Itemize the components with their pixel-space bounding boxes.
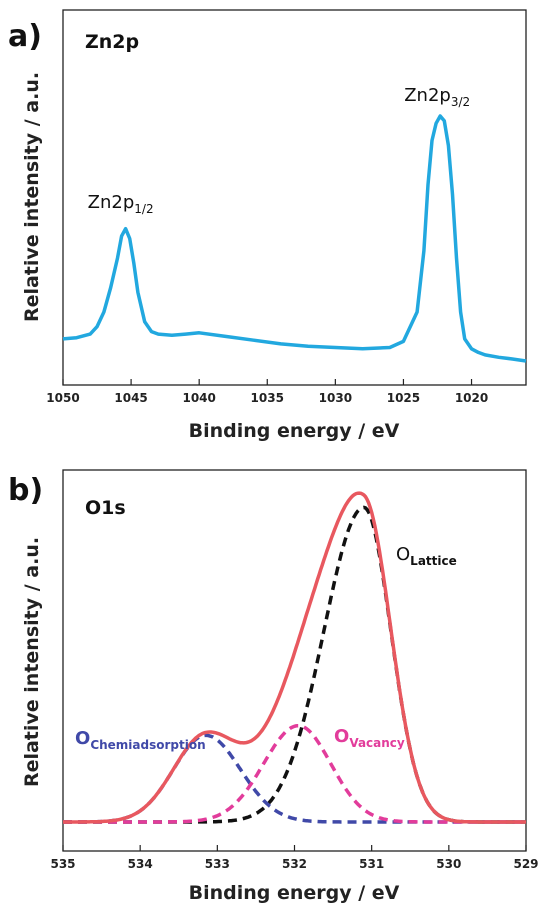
panel-b-x-tick-label: 534 [128, 857, 153, 871]
panel-b-frame [62, 469, 527, 852]
panel-b-x-tick-label: 533 [205, 857, 230, 871]
panel-a-title: Zn2p [85, 31, 139, 53]
label-o-chemiadsorption: OChemiadsorption [75, 728, 206, 752]
label-main: O [396, 544, 410, 565]
panel-a-x-tick-label: 1025 [387, 391, 420, 405]
peak-label-main: Zn2p [88, 192, 135, 213]
panel-a-letter: a) [8, 19, 42, 54]
panel-a-x-ticks: 1050 1045 1040 1035 1030 1025 1020 [46, 379, 488, 405]
peak-label-sub: 3/2 [451, 95, 470, 109]
panel-a-x-tick-label: 1045 [114, 391, 147, 405]
peak-label-sub: 1/2 [134, 202, 153, 216]
panel-b-x-tick-label: 530 [436, 857, 461, 871]
label-main: O [334, 726, 349, 747]
panel-b: b) O1s 535 534 533 532 531 530 529 OLattice OC… [8, 469, 539, 904]
panel-a-y-axis-label: Relative intensity / a.u. [21, 72, 43, 322]
label-sub: Chemiadsorption [90, 738, 205, 752]
panel-b-x-tick-label: 535 [50, 857, 75, 871]
panel-b-x-tick-label: 529 [513, 857, 538, 871]
label-main: O [75, 728, 90, 749]
panel-a-x-tick-label: 1020 [455, 391, 488, 405]
panel-b-x-tick-label: 531 [359, 857, 384, 871]
label-sub: Vacancy [349, 736, 405, 750]
panel-a: a) Zn2p 1050 1045 1040 1035 1030 1025 1020 Zn2… [8, 9, 527, 442]
label-o-lattice: OLattice [396, 544, 457, 568]
envelope-fit-line [63, 491, 526, 824]
peak-label-zn2p-3-2: Zn2p3/2 [404, 85, 470, 109]
component-vacancy-line [63, 723, 526, 824]
panel-b-x-ticks: 535 534 533 532 531 530 529 [50, 845, 539, 871]
peak-label-main: Zn2p [404, 85, 451, 106]
panel-a-x-tick-label: 1035 [251, 391, 284, 405]
panel-b-y-axis-label: Relative intensity / a.u. [21, 537, 43, 787]
label-sub: Lattice [410, 554, 457, 568]
panel-a-frame [62, 9, 527, 386]
panel-a-zn2p-line [62, 114, 527, 363]
panel-a-x-tick-label: 1040 [182, 391, 215, 405]
panel-a-x-tick-label: 1050 [46, 391, 79, 405]
peak-label-zn2p-1-2: Zn2p1/2 [88, 192, 154, 216]
panel-a-x-tick-label: 1030 [319, 391, 352, 405]
panel-a-x-axis-label: Binding energy / eV [189, 420, 400, 442]
panel-b-x-axis-label: Binding energy / eV [189, 882, 400, 904]
panel-b-title: O1s [85, 497, 126, 519]
panel-b-letter: b) [8, 473, 43, 508]
label-o-vacancy: OVacancy [334, 726, 405, 750]
panel-b-x-tick-label: 532 [282, 857, 307, 871]
